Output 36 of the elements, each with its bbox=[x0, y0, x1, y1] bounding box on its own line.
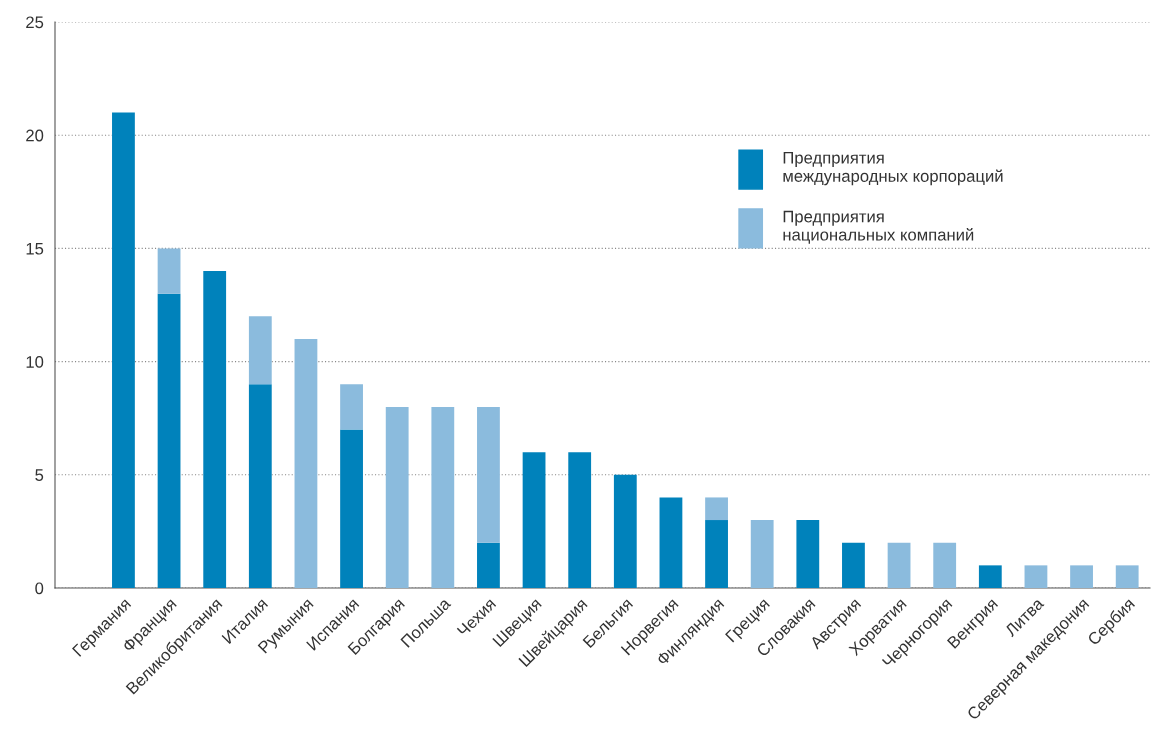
bar bbox=[248, 316, 272, 385]
legend-label: Предприятия международных корпораций bbox=[783, 152, 1003, 186]
legend-label: Предприятия национальных компаний bbox=[783, 210, 974, 244]
bar bbox=[1024, 565, 1048, 588]
y-tick-label: 25 bbox=[26, 16, 44, 29]
y-tick-label: 10 bbox=[26, 356, 44, 368]
bar bbox=[887, 542, 911, 588]
bar bbox=[294, 338, 318, 588]
bar bbox=[157, 293, 181, 588]
bar bbox=[842, 542, 865, 588]
bar bbox=[613, 474, 637, 588]
bar bbox=[431, 406, 455, 588]
bar bbox=[1070, 565, 1093, 588]
bar bbox=[705, 520, 728, 588]
bar bbox=[157, 248, 181, 294]
bar bbox=[659, 497, 683, 588]
y-tick-label: 5 bbox=[35, 469, 44, 481]
y-tick-label: 20 bbox=[26, 129, 44, 142]
bar bbox=[112, 112, 135, 588]
y-tick-label: 15 bbox=[26, 242, 44, 255]
bar bbox=[340, 429, 363, 588]
bar bbox=[1115, 565, 1139, 588]
bar bbox=[796, 520, 820, 588]
bar bbox=[705, 497, 728, 521]
bar bbox=[203, 271, 227, 588]
bar bbox=[477, 542, 500, 588]
bar bbox=[340, 384, 363, 430]
bar bbox=[750, 520, 774, 588]
bar bbox=[248, 384, 272, 588]
bar bbox=[477, 406, 500, 543]
bar bbox=[933, 542, 957, 588]
bar bbox=[385, 406, 409, 588]
bar bbox=[522, 452, 546, 588]
bar bbox=[568, 452, 592, 588]
y-tick-label: 0 bbox=[35, 582, 44, 595]
bar bbox=[978, 565, 1002, 588]
